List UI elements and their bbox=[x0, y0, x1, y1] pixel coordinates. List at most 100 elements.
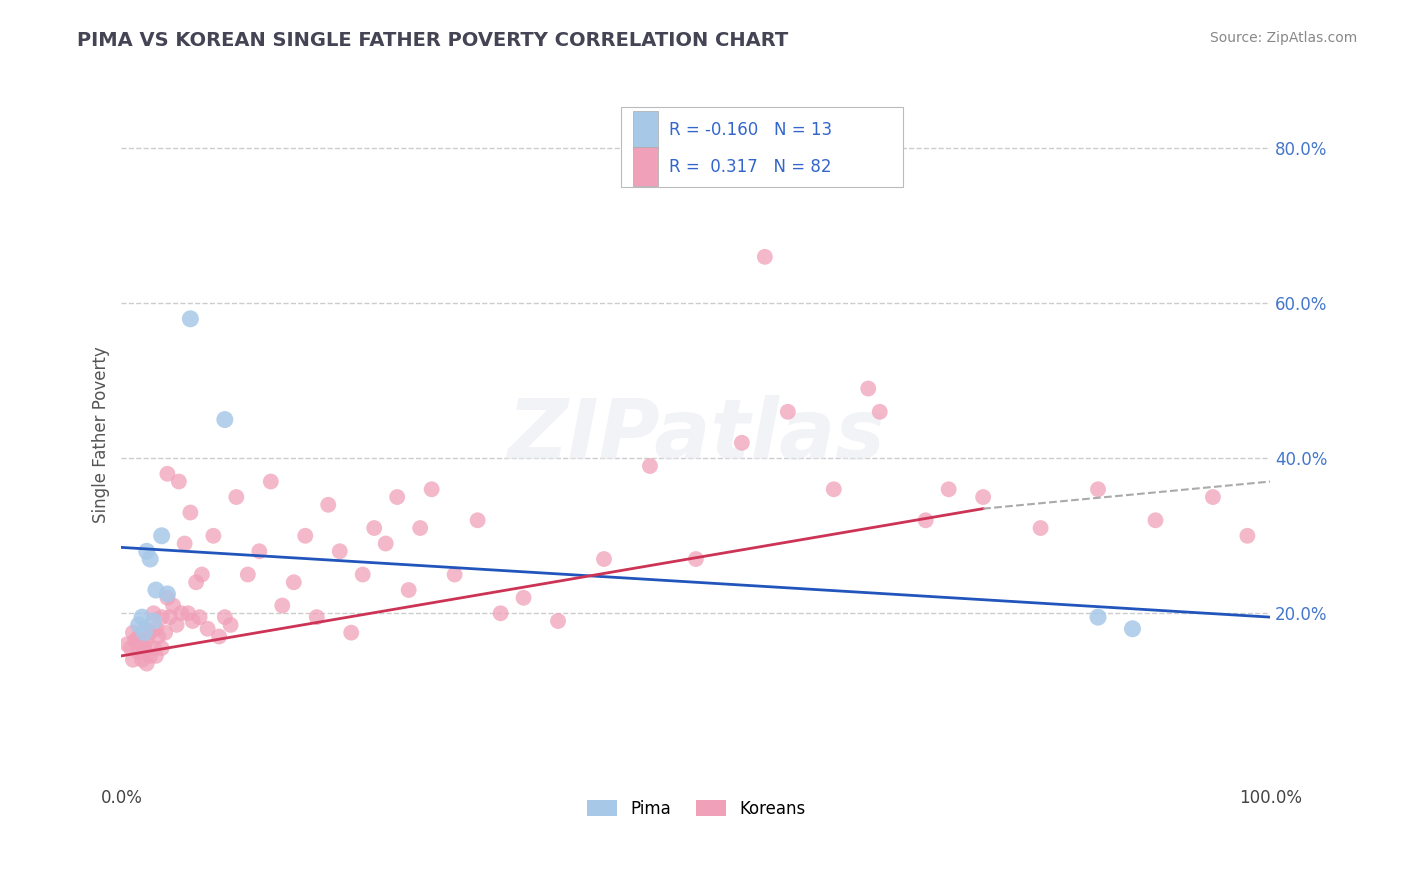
Bar bbox=[621, 107, 903, 187]
Point bbox=[150, 610, 173, 624]
Point bbox=[162, 599, 184, 613]
Point bbox=[191, 567, 214, 582]
Point bbox=[153, 625, 176, 640]
Point bbox=[869, 405, 891, 419]
Point bbox=[159, 610, 181, 624]
Point bbox=[142, 607, 165, 621]
Point bbox=[305, 610, 328, 624]
Point bbox=[139, 648, 162, 663]
Point bbox=[145, 622, 167, 636]
Point bbox=[731, 435, 754, 450]
Point bbox=[352, 567, 374, 582]
Point bbox=[128, 645, 150, 659]
Point bbox=[1087, 610, 1109, 624]
Point bbox=[145, 582, 167, 597]
Bar bbox=[633, 147, 658, 186]
Point bbox=[754, 250, 776, 264]
Point bbox=[131, 653, 153, 667]
Point bbox=[135, 657, 157, 671]
Point bbox=[283, 575, 305, 590]
Point bbox=[1144, 513, 1167, 527]
Point bbox=[188, 610, 211, 624]
Point bbox=[247, 544, 270, 558]
Point bbox=[135, 544, 157, 558]
Point bbox=[443, 567, 465, 582]
Point bbox=[225, 490, 247, 504]
Point bbox=[134, 625, 156, 640]
Point bbox=[177, 607, 200, 621]
Point bbox=[512, 591, 534, 605]
Point bbox=[685, 552, 707, 566]
Point bbox=[938, 483, 960, 497]
Point bbox=[150, 529, 173, 543]
Point bbox=[156, 467, 179, 481]
Text: Source: ZipAtlas.com: Source: ZipAtlas.com bbox=[1209, 31, 1357, 45]
Point bbox=[329, 544, 352, 558]
Point bbox=[131, 637, 153, 651]
Point bbox=[145, 648, 167, 663]
Point bbox=[420, 483, 443, 497]
Point bbox=[409, 521, 432, 535]
Point bbox=[398, 582, 420, 597]
Point bbox=[1202, 490, 1225, 504]
Point bbox=[120, 641, 142, 656]
Point bbox=[972, 490, 994, 504]
Point bbox=[219, 618, 242, 632]
Point bbox=[122, 653, 145, 667]
Point bbox=[363, 521, 385, 535]
Point bbox=[208, 630, 231, 644]
Point bbox=[184, 575, 207, 590]
Point bbox=[593, 552, 616, 566]
Point bbox=[173, 536, 195, 550]
Point bbox=[139, 552, 162, 566]
Point bbox=[142, 641, 165, 656]
Text: PIMA VS KOREAN SINGLE FATHER POVERTY CORRELATION CHART: PIMA VS KOREAN SINGLE FATHER POVERTY COR… bbox=[77, 31, 789, 50]
Point bbox=[135, 633, 157, 648]
Point bbox=[142, 614, 165, 628]
Text: ZIPatlas: ZIPatlas bbox=[508, 394, 884, 475]
Text: R = -0.160   N = 13: R = -0.160 N = 13 bbox=[669, 120, 832, 139]
Point bbox=[294, 529, 316, 543]
Point bbox=[131, 610, 153, 624]
Point bbox=[1087, 483, 1109, 497]
Point bbox=[823, 483, 845, 497]
Point bbox=[385, 490, 408, 504]
Point bbox=[150, 641, 173, 656]
Point bbox=[166, 618, 188, 632]
Legend: Pima, Koreans: Pima, Koreans bbox=[579, 793, 811, 824]
Point bbox=[122, 625, 145, 640]
Point bbox=[260, 475, 283, 489]
Point bbox=[139, 625, 162, 640]
Point bbox=[156, 591, 179, 605]
Point bbox=[467, 513, 489, 527]
Bar bbox=[633, 111, 658, 149]
Point bbox=[638, 458, 661, 473]
Point bbox=[489, 607, 512, 621]
Point bbox=[179, 506, 201, 520]
Point bbox=[134, 641, 156, 656]
Point bbox=[1121, 622, 1143, 636]
Point bbox=[1236, 529, 1258, 543]
Point bbox=[776, 405, 799, 419]
Point bbox=[170, 607, 193, 621]
Point bbox=[197, 622, 219, 636]
Point bbox=[148, 630, 170, 644]
Point bbox=[128, 630, 150, 644]
Point bbox=[271, 599, 294, 613]
Point bbox=[134, 622, 156, 636]
Point bbox=[547, 614, 569, 628]
Point bbox=[316, 498, 339, 512]
Point bbox=[236, 567, 259, 582]
Point bbox=[1029, 521, 1052, 535]
Point bbox=[181, 614, 204, 628]
Point bbox=[214, 610, 236, 624]
Point bbox=[340, 625, 363, 640]
Point bbox=[914, 513, 936, 527]
Point bbox=[214, 412, 236, 426]
Point bbox=[374, 536, 396, 550]
Point bbox=[124, 633, 146, 648]
Point bbox=[202, 529, 225, 543]
Point bbox=[179, 311, 201, 326]
Y-axis label: Single Father Poverty: Single Father Poverty bbox=[93, 347, 110, 524]
Text: R =  0.317   N = 82: R = 0.317 N = 82 bbox=[669, 158, 832, 176]
